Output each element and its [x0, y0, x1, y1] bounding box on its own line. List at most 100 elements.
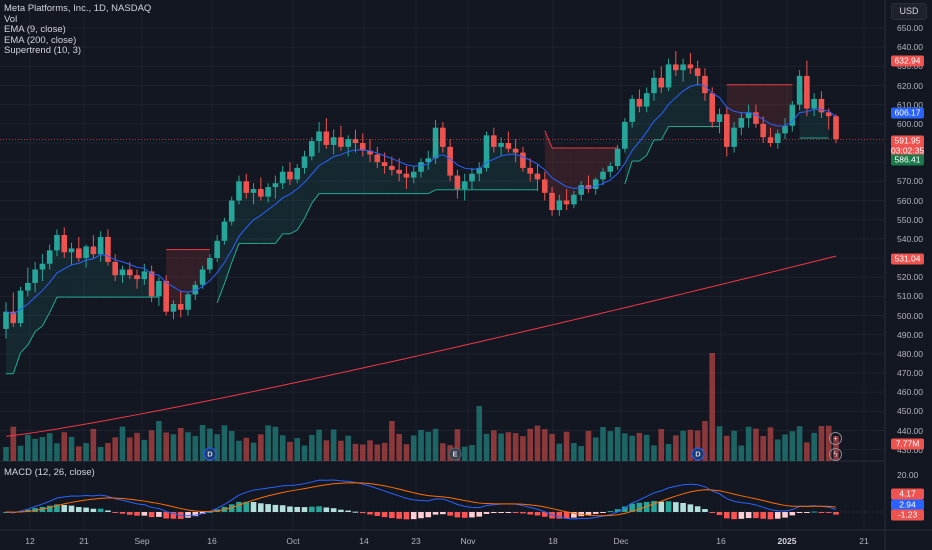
- volume-bar: [461, 446, 468, 461]
- candle: [199, 269, 206, 285]
- macd-histogram-bar: [338, 509, 344, 512]
- macd-histogram-bar: [367, 512, 373, 515]
- volume-bar: [105, 442, 111, 461]
- lightning-icon[interactable]: ϟ: [829, 448, 842, 461]
- candle: [811, 98, 817, 109]
- supertrend-band: [471, 170, 480, 190]
- macd-histogram-bar: [534, 512, 541, 516]
- volume-bar: [68, 436, 75, 461]
- macd-histogram-bar: [833, 512, 839, 515]
- supertrend-line: [20, 344, 29, 354]
- macd-histogram-bar: [614, 509, 621, 512]
- macd-histogram-bar: [97, 508, 104, 512]
- candle: [702, 75, 708, 94]
- macd-histogram-bar: [774, 512, 781, 519]
- candle: [338, 137, 344, 147]
- volume-bar: [97, 446, 104, 461]
- candle: [804, 75, 810, 109]
- candle: [396, 169, 402, 174]
- supertrend-band: [326, 138, 334, 194]
- ema-long-line: [5, 255, 837, 437]
- earnings-event-icon[interactable]: E: [448, 447, 462, 461]
- supertrend-band: [355, 141, 363, 194]
- volume-bar: [367, 440, 373, 461]
- macd-histogram-bar: [789, 512, 796, 516]
- currency-button[interactable]: USD: [891, 3, 927, 20]
- supertrend-band: [137, 275, 145, 298]
- candle: [126, 269, 133, 276]
- macd-histogram-bar: [381, 512, 388, 518]
- macd-histogram-bar: [483, 512, 490, 514]
- volume-bar: [272, 426, 279, 461]
- legend-vol[interactable]: Vol: [4, 13, 18, 25]
- candle: [279, 171, 286, 184]
- macd-histogram-bar: [148, 512, 155, 518]
- candle: [789, 104, 796, 126]
- volume-bar: [389, 421, 395, 461]
- add-icon[interactable]: +: [829, 432, 842, 445]
- volume-bar: [61, 432, 68, 461]
- macd-histogram-bar: [301, 507, 308, 512]
- candle: [614, 148, 621, 167]
- volume-bar: [505, 432, 512, 461]
- dividend-event-icon[interactable]: D: [691, 447, 705, 461]
- macd-histogram-bar: [702, 509, 708, 512]
- supertrend-line: [27, 331, 36, 346]
- price-tick: 550.00: [897, 214, 923, 225]
- macd-histogram-bar: [498, 512, 504, 513]
- supertrend-band: [690, 66, 698, 127]
- time-tick: 21: [79, 536, 89, 546]
- volume-bar: [716, 426, 723, 461]
- macd-histogram-bar: [250, 502, 257, 512]
- macd-histogram-bar: [54, 504, 60, 512]
- candle: [571, 194, 577, 205]
- candle: [330, 137, 337, 145]
- volume-bar: [563, 431, 570, 461]
- volume-bar: [571, 442, 577, 461]
- legend-macd[interactable]: MACD (12, 26, close): [4, 467, 95, 478]
- volume-bar: [782, 434, 788, 461]
- candle: [207, 258, 213, 270]
- macd-histogram-bar: [61, 505, 68, 512]
- volume-bar: [767, 427, 774, 461]
- volume-bar: [243, 437, 250, 461]
- candle: [381, 162, 388, 167]
- legend-supertrend[interactable]: Supertrend (10, 3): [4, 45, 82, 56]
- supertrend-band: [122, 272, 130, 298]
- legend-ema-short[interactable]: EMA (9, close): [4, 24, 66, 35]
- volume-bar: [141, 439, 148, 461]
- candle: [818, 98, 825, 113]
- volume-bar: [585, 430, 592, 461]
- candle: [374, 154, 381, 163]
- legend-symbol[interactable]: Meta Platforms, Inc., 1D, NASDAQ: [4, 3, 152, 14]
- candle: [629, 98, 635, 122]
- macd-histogram-bar: [651, 501, 657, 512]
- ema-short-line: [5, 83, 837, 315]
- volume-bar: [636, 432, 643, 461]
- time-tick: 16: [716, 536, 726, 546]
- macd-histogram-bar: [629, 503, 635, 512]
- volume-bar: [236, 440, 242, 461]
- volume-bar: [148, 430, 155, 461]
- volume-bar: [83, 443, 89, 461]
- macd-histogram-bar: [330, 508, 337, 512]
- supertrend-band: [78, 252, 87, 298]
- candle: [476, 167, 483, 174]
- macd-histogram-bar: [607, 511, 614, 513]
- macd-line: [5, 479, 837, 520]
- time-tick: 18: [548, 536, 558, 546]
- dividend-event-icon[interactable]: D: [203, 447, 217, 461]
- volume-bar: [774, 439, 781, 461]
- supertrend-band: [362, 146, 371, 194]
- macd-histogram-bar: [592, 512, 599, 514]
- candle: [592, 179, 599, 190]
- volume-bar: [381, 442, 388, 461]
- macd-histogram-bar: [520, 512, 526, 514]
- macd-histogram-bar: [432, 512, 439, 515]
- legend-ema-long[interactable]: EMA (200, close): [4, 34, 77, 46]
- macd-histogram-bar: [141, 512, 148, 516]
- macd-histogram-bar: [112, 512, 119, 513]
- candle: [403, 173, 410, 178]
- volume-bar: [658, 429, 665, 461]
